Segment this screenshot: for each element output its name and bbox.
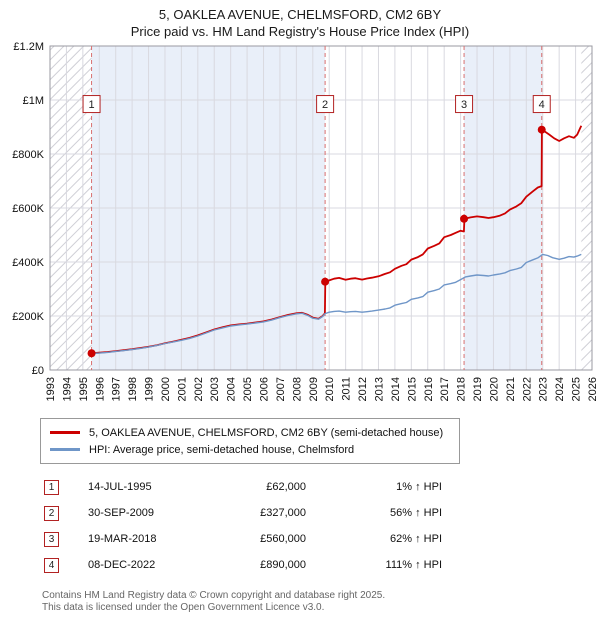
attribution-line-2: This data is licensed under the Open Gov… <box>42 602 325 613</box>
svg-text:2014: 2014 <box>390 377 402 401</box>
page-title: 5, OAKLEA AVENUE, CHELMSFORD, CM2 6BY <box>158 7 442 22</box>
page-subtitle: Price paid vs. HM Land Registry's House … <box>130 24 470 39</box>
svg-text:£200K: £200K <box>12 311 44 323</box>
legend-entry-property: 5, OAKLEA AVENUE, CHELMSFORD, CM2 6BY (s… <box>50 424 450 441</box>
legend-swatch-hpi-line <box>50 448 80 451</box>
sale-marker-number: 1 <box>44 479 59 495</box>
sale-marker-number: 3 <box>44 531 59 547</box>
svg-text:2012: 2012 <box>357 377 369 401</box>
svg-text:2023: 2023 <box>538 377 550 401</box>
svg-text:4: 4 <box>539 99 545 111</box>
svg-text:2004: 2004 <box>226 377 238 401</box>
svg-text:2007: 2007 <box>275 377 287 401</box>
svg-text:2019: 2019 <box>472 377 484 401</box>
sale-price: £890,000 <box>260 559 306 571</box>
svg-text:£400K: £400K <box>12 257 44 269</box>
svg-text:£800K: £800K <box>12 149 44 161</box>
svg-text:2013: 2013 <box>373 377 385 401</box>
svg-text:2021: 2021 <box>505 377 517 401</box>
svg-text:£0: £0 <box>32 365 44 377</box>
table-row: 2 30-SEP-2009 £327,000 56% ↑ HPI <box>44 500 600 526</box>
svg-text:1998: 1998 <box>127 377 139 401</box>
table-row: 1 14-JUL-1995 £62,000 1% ↑ HPI <box>44 474 600 500</box>
sale-date: 30-SEP-2009 <box>88 507 155 519</box>
sale-marker-number: 2 <box>44 505 59 521</box>
svg-text:1995: 1995 <box>78 377 90 401</box>
svg-text:2010: 2010 <box>324 377 336 401</box>
svg-text:2016: 2016 <box>423 377 435 401</box>
svg-text:2020: 2020 <box>488 377 500 401</box>
table-row: 4 08-DEC-2022 £890,000 111% ↑ HPI <box>44 552 600 578</box>
legend-label-hpi: HPI: Average price, semi-detached house,… <box>89 443 355 456</box>
svg-text:1: 1 <box>88 99 94 111</box>
sale-hpi-change: 62% ↑ HPI <box>390 533 442 545</box>
sales-table: 1 14-JUL-1995 £62,000 1% ↑ HPI 2 30-SEP-… <box>44 474 600 578</box>
price-chart: 1 2 3 4 £0 £200K £400K £600K £800K £1M £1.2M 1993 19… <box>12 41 599 401</box>
sale-date: 14-JUL-1995 <box>88 481 152 493</box>
svg-text:2015: 2015 <box>406 377 418 401</box>
svg-text:2024: 2024 <box>554 377 566 401</box>
sale-price: £560,000 <box>260 533 306 545</box>
sale-date: 08-DEC-2022 <box>88 559 156 571</box>
svg-text:1999: 1999 <box>144 377 156 401</box>
svg-text:2000: 2000 <box>160 377 172 401</box>
sale-marker-number: 4 <box>44 557 59 573</box>
svg-text:1993: 1993 <box>45 377 57 401</box>
svg-text:1994: 1994 <box>61 377 73 401</box>
svg-text:2017: 2017 <box>439 377 451 401</box>
svg-text:£1.2M: £1.2M <box>13 41 44 53</box>
chart-header: 5, OAKLEA AVENUE, CHELMSFORD, CM2 6BY Pr… <box>0 0 600 40</box>
attribution-footer: Contains HM Land Registry data © Crown c… <box>42 590 600 614</box>
legend-swatch-property-line <box>50 431 80 434</box>
svg-text:2018: 2018 <box>456 377 468 401</box>
svg-text:1996: 1996 <box>94 377 106 401</box>
svg-text:2005: 2005 <box>242 377 254 401</box>
svg-text:2026: 2026 <box>587 377 599 401</box>
legend-label-property: 5, OAKLEA AVENUE, CHELMSFORD, CM2 6BY (s… <box>89 426 444 439</box>
sale-price: £62,000 <box>266 481 306 493</box>
svg-text:2011: 2011 <box>341 377 353 401</box>
svg-text:2008: 2008 <box>291 377 303 401</box>
svg-text:2001: 2001 <box>176 377 188 401</box>
sale-hpi-change: 56% ↑ HPI <box>390 507 442 519</box>
sale-hpi-change: 111% ↑ HPI <box>385 559 442 571</box>
svg-text:1997: 1997 <box>111 377 123 401</box>
sale-date: 19-MAR-2018 <box>88 533 157 545</box>
sale-price: £327,000 <box>260 507 306 519</box>
attribution-line-1: Contains HM Land Registry data © Crown c… <box>42 590 386 601</box>
svg-text:3: 3 <box>461 99 467 111</box>
svg-text:2025: 2025 <box>571 377 583 401</box>
svg-text:2009: 2009 <box>308 377 320 401</box>
legend-entry-hpi: HPI: Average price, semi-detached house,… <box>50 441 450 458</box>
svg-text:£600K: £600K <box>12 203 44 215</box>
svg-text:2003: 2003 <box>209 377 221 401</box>
svg-text:2002: 2002 <box>193 377 205 401</box>
table-row: 3 19-MAR-2018 £560,000 62% ↑ HPI <box>44 526 600 552</box>
svg-text:2: 2 <box>322 99 328 111</box>
svg-text:2022: 2022 <box>521 377 533 401</box>
chart-legend: 5, OAKLEA AVENUE, CHELMSFORD, CM2 6BY (s… <box>40 418 460 464</box>
svg-text:2006: 2006 <box>259 377 271 401</box>
sale-hpi-change: 1% ↑ HPI <box>396 481 442 493</box>
svg-text:£1M: £1M <box>23 95 44 107</box>
